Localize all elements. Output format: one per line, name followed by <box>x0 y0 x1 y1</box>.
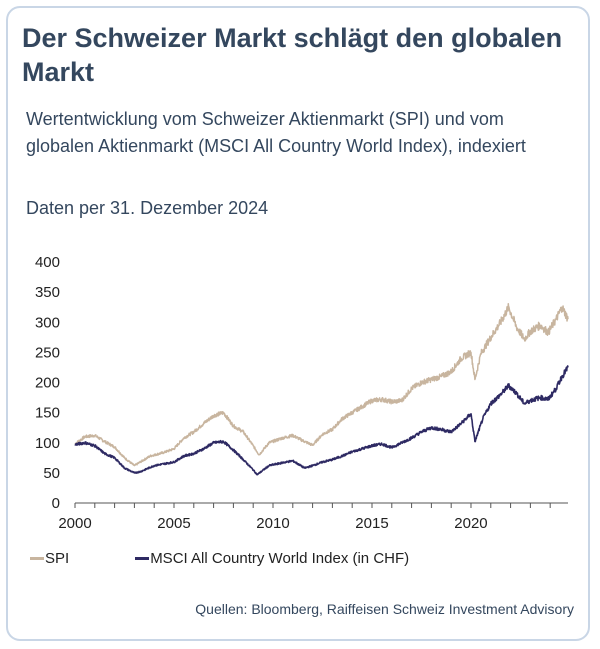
legend-swatch-msci <box>135 557 150 560</box>
y-tick-label: 200 <box>35 375 60 392</box>
date-note: Daten per 31. Dezember 2024 <box>26 198 269 218</box>
y-tick-label: 400 <box>35 254 60 271</box>
y-tick-label: 300 <box>35 314 60 331</box>
series-line-spi <box>74 302 569 467</box>
source-note: Quellen: Bloomberg, Raiffeisen Schweiz I… <box>195 601 574 617</box>
y-tick-label: 100 <box>35 435 60 452</box>
legend-swatch-spi <box>30 557 44 560</box>
y-tick-label: 150 <box>35 405 60 422</box>
legend-label-msci: MSCI All Country World Index (in CHF) <box>150 550 410 567</box>
y-tick-label: 0 <box>52 495 60 512</box>
chart-subtitle: Wertentwicklung vom Schweizer Aktienmark… <box>26 109 526 156</box>
chart-card <box>6 6 590 641</box>
legend-label-spi: SPI <box>45 550 70 567</box>
series-layer <box>74 302 569 476</box>
y-tick-label: 50 <box>43 465 60 482</box>
x-axis: 2000 2005 2010 2015 2020 <box>58 502 568 532</box>
y-tick-label: 250 <box>35 344 60 361</box>
x-tick-label: 2000 <box>58 515 91 532</box>
page-title: Der Schweizer Markt schlägt den globalen… <box>22 23 563 87</box>
x-tick-label: 2005 <box>157 515 190 532</box>
x-tick-label: 2020 <box>454 515 487 532</box>
legend-item-msci: MSCI All Country World Index (in CHF) <box>135 550 409 567</box>
y-tick-label: 350 <box>35 284 60 301</box>
y-axis: 0 50 100 150 200 250 300 350 400 <box>35 254 60 512</box>
chart-legend: SPI MSCI All Country World Index (in CHF… <box>30 550 409 567</box>
series-line-msci <box>74 365 569 476</box>
x-tick-label: 2010 <box>256 515 289 532</box>
legend-item-spi: SPI <box>30 550 69 567</box>
x-tick-label: 2015 <box>355 515 388 532</box>
